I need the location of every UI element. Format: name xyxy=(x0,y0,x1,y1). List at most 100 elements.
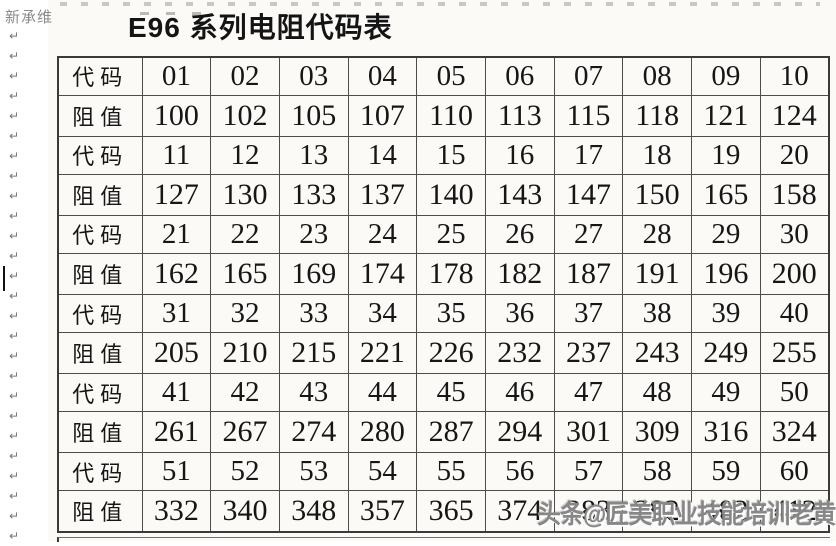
code-cell: 54 xyxy=(347,452,418,492)
code-cell: 27 xyxy=(553,214,624,254)
value-cell: 357 xyxy=(347,490,418,533)
row-label-code: 代码 xyxy=(57,56,143,96)
code-cell: 19 xyxy=(691,135,761,175)
code-cell: 24 xyxy=(347,214,418,254)
paragraph-mark: ↵ xyxy=(9,229,20,243)
value-cell: 105 xyxy=(278,94,349,137)
paragraph-marks-column: ↵ ↵ ↵ ↵ ↵ ↵ ↵ ↵ ↵ ↵ ↵ ↵ ↵ ↵ ↵ ↵ ↵ ↵ ↵ ↵ ↵ ↵ ↵ ↵ ↵ ↵ xyxy=(9,26,29,546)
row-label-code: 代码 xyxy=(57,452,143,492)
code-cell: 31 xyxy=(141,293,212,334)
code-cell: 42 xyxy=(210,373,280,413)
value-cell: 200 xyxy=(759,252,830,295)
code-cell: 58 xyxy=(622,452,692,492)
code-cell: 11 xyxy=(141,135,212,175)
value-cell: 107 xyxy=(347,94,418,137)
value-cell: 383 xyxy=(553,490,624,533)
scan-artifact-dashes xyxy=(60,2,820,6)
code-cell: 41 xyxy=(141,373,212,413)
value-cell: 294 xyxy=(484,411,555,454)
value-cell: 130 xyxy=(210,173,280,216)
value-cell: 309 xyxy=(622,411,692,454)
code-cell: 26 xyxy=(484,214,555,254)
paragraph-mark: ↵ xyxy=(9,149,20,163)
paragraph-mark: ↵ xyxy=(9,29,20,43)
code-row: 代码 51 52 53 54 55 56 57 58 59 60 xyxy=(57,452,830,492)
value-cell: 243 xyxy=(622,332,692,375)
code-cell: 20 xyxy=(759,135,830,175)
code-cell: 06 xyxy=(484,56,555,96)
value-row: 阻值 332 340 348 357 365 374 383 392 402 412 xyxy=(57,490,830,533)
value-cell: 205 xyxy=(141,332,212,375)
value-cell: 115 xyxy=(553,94,624,137)
code-cell: 55 xyxy=(416,452,486,492)
paragraph-mark: ↵ xyxy=(9,329,20,343)
value-cell: 150 xyxy=(622,173,692,216)
value-cell: 374 xyxy=(484,490,555,533)
value-cell: 365 xyxy=(416,490,486,533)
paragraph-mark: ↵ xyxy=(9,189,20,203)
value-cell: 127 xyxy=(141,173,212,216)
code-cell: 08 xyxy=(622,56,692,96)
value-row: 阻值 205 210 215 221 226 232 237 243 249 255 xyxy=(57,332,830,375)
code-cell: 48 xyxy=(622,373,692,413)
value-cell: 324 xyxy=(759,411,830,454)
value-cell: 196 xyxy=(691,252,761,295)
paragraph-mark: ↵ xyxy=(9,389,20,403)
value-cell: 165 xyxy=(691,173,761,216)
code-cell: 57 xyxy=(553,452,624,492)
paragraph-mark: ↵ xyxy=(9,129,20,143)
value-cell: 215 xyxy=(278,332,349,375)
paragraph-mark: ↵ xyxy=(9,469,20,483)
row-label-value: 阻值 xyxy=(57,411,143,454)
watermark: 头条@匠美职业技能培训老黄 xyxy=(537,499,836,529)
value-row: 阻值 261 267 274 280 287 294 301 309 316 324 xyxy=(57,411,830,454)
code-row: 代码 41 42 43 44 45 46 47 48 49 50 xyxy=(57,373,830,413)
margin-text: 新承维 xyxy=(5,9,54,26)
code-cell: 53 xyxy=(278,452,349,492)
row-label-code: 代码 xyxy=(57,214,143,254)
value-cell: 348 xyxy=(278,490,349,533)
value-cell: 274 xyxy=(278,411,349,454)
code-cell: 32 xyxy=(210,293,280,334)
cutoff-next-row xyxy=(57,537,830,542)
paragraph-mark: ↵ xyxy=(9,449,20,463)
code-cell: 13 xyxy=(278,135,349,175)
value-row: 阻值 127 130 133 137 140 143 147 150 165 158 xyxy=(57,173,830,216)
paragraph-mark: ↵ xyxy=(9,209,20,223)
paragraph-mark: ↵ xyxy=(9,409,20,423)
value-cell: 392 xyxy=(622,490,692,533)
value-cell: 412 xyxy=(759,490,830,533)
code-cell: 51 xyxy=(141,452,212,492)
value-cell: 340 xyxy=(210,490,280,533)
code-row: 代码 31 32 33 34 35 36 37 38 39 40 xyxy=(57,293,830,334)
paragraph-mark: ↵ xyxy=(9,289,20,303)
value-cell: 147 xyxy=(553,173,624,216)
row-label-value: 阻值 xyxy=(57,252,143,295)
paragraph-mark: ↵ xyxy=(9,249,20,263)
scan-artifact-dashes xyxy=(140,12,210,15)
paragraph-mark: ↵ xyxy=(9,109,20,123)
code-cell: 44 xyxy=(347,373,418,413)
value-cell: 118 xyxy=(622,94,692,137)
value-cell: 178 xyxy=(416,252,486,295)
code-cell: 49 xyxy=(691,373,761,413)
value-cell: 165 xyxy=(210,252,280,295)
page-title: E96 系列电阻代码表 xyxy=(128,12,393,43)
code-cell: 35 xyxy=(416,293,486,334)
code-cell: 34 xyxy=(347,293,418,334)
text-cursor xyxy=(3,266,5,291)
e96-resistor-code-table: 代码 01 02 03 04 05 06 07 08 09 10 阻值 100 102 105 107 110 1… xyxy=(57,56,830,533)
value-cell: 174 xyxy=(347,252,418,295)
code-cell: 14 xyxy=(347,135,418,175)
code-cell: 50 xyxy=(759,373,830,413)
code-cell: 12 xyxy=(210,135,280,175)
value-cell: 140 xyxy=(416,173,486,216)
value-cell: 232 xyxy=(484,332,555,375)
code-cell: 46 xyxy=(484,373,555,413)
value-cell: 210 xyxy=(210,332,280,375)
value-cell: 121 xyxy=(691,94,761,137)
code-cell: 04 xyxy=(347,56,418,96)
code-cell: 39 xyxy=(691,293,761,334)
code-cell: 30 xyxy=(759,214,830,254)
code-cell: 25 xyxy=(416,214,486,254)
